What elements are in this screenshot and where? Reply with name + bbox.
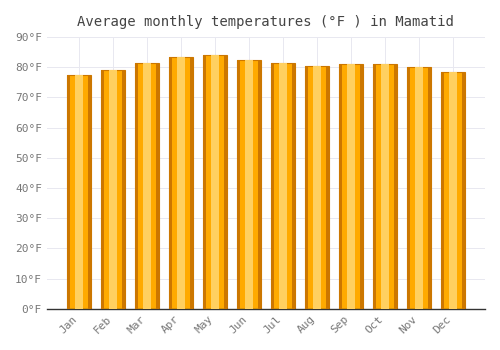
Bar <box>258 60 261 309</box>
Bar <box>156 63 159 309</box>
Bar <box>110 70 116 309</box>
Title: Average monthly temperatures (°F ) in Mamatid: Average monthly temperatures (°F ) in Ma… <box>78 15 454 29</box>
Bar <box>440 72 465 309</box>
Bar <box>449 72 456 309</box>
Bar <box>394 64 397 309</box>
Bar <box>202 55 227 309</box>
Bar <box>372 64 397 309</box>
Bar <box>313 66 320 309</box>
Bar <box>236 60 261 309</box>
Bar <box>246 60 252 309</box>
Bar <box>168 57 172 309</box>
Bar <box>101 70 103 309</box>
Bar <box>224 55 227 309</box>
Bar <box>67 75 91 309</box>
Bar <box>338 64 363 309</box>
Bar <box>144 63 150 309</box>
Bar <box>88 75 91 309</box>
Bar <box>76 75 82 309</box>
Bar <box>406 67 410 309</box>
Bar <box>292 63 295 309</box>
Bar <box>122 70 125 309</box>
Bar <box>67 75 70 309</box>
Bar <box>360 64 363 309</box>
Bar <box>202 55 205 309</box>
Bar <box>326 66 329 309</box>
Bar <box>428 67 431 309</box>
Bar <box>270 63 295 309</box>
Bar <box>415 67 422 309</box>
Bar <box>101 70 125 309</box>
Bar <box>212 55 218 309</box>
Bar <box>168 57 193 309</box>
Bar <box>270 63 274 309</box>
Bar <box>280 63 286 309</box>
Bar <box>178 57 184 309</box>
Bar <box>440 72 444 309</box>
Bar <box>236 60 240 309</box>
Bar <box>190 57 193 309</box>
Bar <box>381 64 388 309</box>
Bar <box>304 66 329 309</box>
Bar <box>406 67 431 309</box>
Bar <box>134 63 138 309</box>
Bar <box>372 64 376 309</box>
Bar <box>462 72 465 309</box>
Bar <box>134 63 159 309</box>
Bar <box>304 66 308 309</box>
Bar <box>338 64 342 309</box>
Bar <box>347 64 354 309</box>
